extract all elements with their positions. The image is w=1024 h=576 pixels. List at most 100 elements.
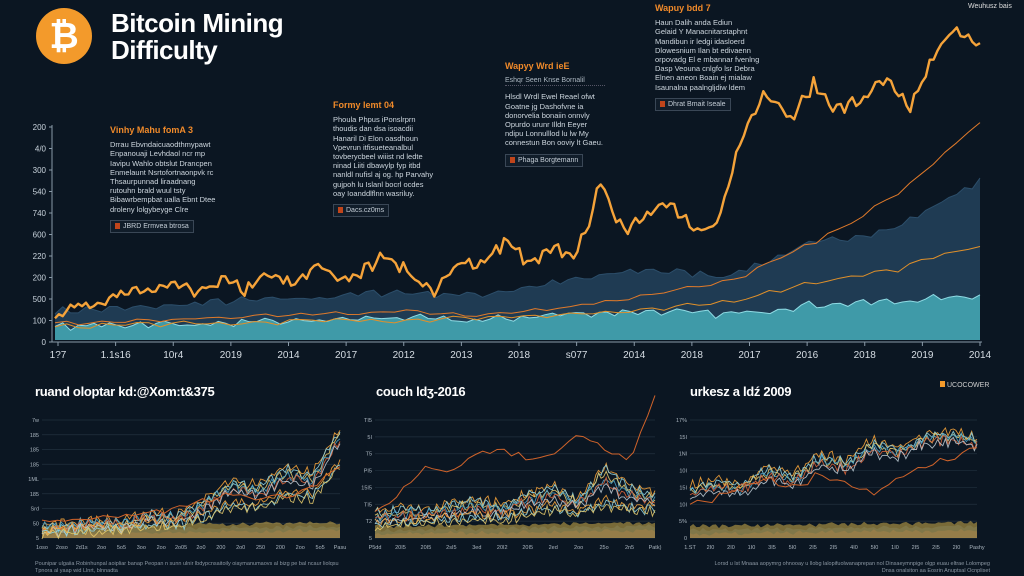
y-tick-label: 50: [33, 521, 39, 527]
x-tick-label: 2sI5: [446, 545, 456, 551]
annotation-text: Hlsdl Wrdl Ewel Reael ofwt: [505, 92, 595, 102]
y-tick-label: Srd: [30, 507, 39, 513]
panel-series-line: [41, 438, 341, 533]
x-tick-label: 2014: [623, 350, 646, 361]
annotation-button[interactable]: JBRD Ermvea btrosa: [110, 219, 194, 234]
x-tick-label: 5I0: [871, 545, 879, 551]
bitcoin-logo-icon: ₿: [36, 8, 92, 64]
annotation-2: Formy lemt 04 Phoula Phpus iPonslrprn thou…: [333, 100, 443, 218]
panel-series-line: [41, 433, 341, 534]
x-tick-label: 2I0: [727, 545, 735, 551]
panel-trend-line: [374, 395, 656, 512]
y-tick-label: 15I: [679, 485, 687, 491]
x-tick-label: 3ed: [472, 545, 481, 551]
base-band: [375, 521, 655, 538]
annotation-text: oay Ioanddlflnn wasriluy.: [333, 188, 415, 198]
annotation-text: rutouhn brald wuul tsty: [110, 186, 186, 196]
y-tick-label: 0: [684, 536, 687, 542]
annotation-text: Dlowesnium Ilan bt edivaenn: [655, 45, 751, 55]
x-tick-label: Patk): [649, 545, 662, 551]
y-tick-label: 10I: [679, 502, 687, 508]
annotation-text: Mandibun ir ledgi idasloerd: [655, 36, 745, 46]
panel-2-title: couch ldʒ-2016: [376, 384, 466, 399]
annotation-title: Wapuy bdd 7: [655, 3, 711, 13]
y-tick-label: 15I: [679, 435, 687, 441]
x-tick-label: 2I5: [932, 545, 940, 551]
y-tick-label: 185: [30, 433, 39, 439]
annotation-text: Hanaril Di Elon oasdhoun: [333, 133, 419, 143]
annotation-button[interactable]: Dhrat Bmait Iseale: [655, 97, 731, 112]
annotation-text: ninad Liiti dbawylp fyp itbd: [333, 161, 421, 171]
y-tick-label: 5%: [679, 519, 687, 525]
annotation-text: Enpanouaji Levhdaol ncr mp: [110, 149, 206, 159]
x-tick-label: 2018: [508, 350, 531, 361]
y-tick-label: 10I: [679, 469, 687, 475]
x-tick-label: 20I5: [421, 545, 432, 551]
y-tick-label: PI5: [364, 469, 372, 475]
annotation-text: Drrau Ebvndaicuaodthmypawt: [110, 140, 211, 150]
annotation-text: Vpevrun itfisueteanalbul: [333, 142, 414, 152]
x-tick-label: 2019: [220, 350, 243, 361]
panel-series-line: [689, 426, 978, 490]
panel-series-line: [41, 459, 341, 535]
y-tick-label: 185: [30, 492, 39, 498]
panel-3-legend: UCOCOWER: [940, 381, 989, 389]
panel-series-line: [41, 430, 341, 531]
x-tick-label: 10r4: [163, 350, 183, 361]
x-tick-label: 2I5: [809, 545, 817, 551]
x-tick-label: 2o05: [175, 545, 187, 551]
footer-line: Dnsa onalsiton aa Eosrin Anuptsal Ocnpli…: [881, 568, 990, 574]
x-tick-label: 2o0: [236, 545, 245, 551]
annotation-text: droleny lolgybeyge Clre: [110, 204, 189, 214]
teal-area-area: [55, 294, 980, 340]
annotation-text: Bibawrbempbat ualla Ebnt Dtee: [110, 195, 216, 205]
x-tick-label: 1I0: [748, 545, 756, 551]
x-tick-label: 3oo: [137, 545, 146, 551]
annotation-text: nanldl nufisl aj og. hp Parvahy: [333, 170, 434, 180]
annotation-text: gujpoh lu Islanl bocrl ocdes: [333, 179, 424, 189]
dark-area-edge: [54, 177, 981, 315]
annotation-1: Vinhy Mahu fomA 3 Drrau Ebvndaicuaodthmyp…: [110, 125, 220, 234]
annotation-text: Isaunalna paalngljdiw ldem: [655, 82, 746, 92]
x-tick-label: 2018: [854, 350, 877, 361]
annotation-text: Goatne jg Dashofvne ia: [505, 101, 584, 111]
annotation-text: connestun Bon ooviy lt Gaeu.: [505, 138, 603, 148]
annotation-subtitle: Eshqr Seen Knse Bornalil: [505, 76, 605, 87]
panel-series-line: [374, 475, 656, 526]
panel-series-line: [374, 503, 656, 532]
title-line-2: Difficulty: [111, 35, 218, 65]
x-tick-label: 2017: [335, 350, 358, 361]
x-tick-label: 1?7: [50, 350, 67, 361]
y-tick-label: TI5: [364, 418, 372, 424]
x-tick-label: 2d1s: [76, 545, 88, 551]
x-tick-label: 200: [216, 545, 225, 551]
x-tick-label: 250: [256, 545, 265, 551]
panel-trend-line: [689, 447, 978, 505]
annotation-text: Phoula Phpus iPonslrprn: [333, 115, 416, 125]
x-tick-label: 3I5: [768, 545, 776, 551]
footer-line: Pounipar ulgaiia Robinhunpal aoipliar ba…: [35, 561, 339, 567]
x-tick-label: P5dd: [369, 545, 382, 551]
y-tick-label: TI5: [364, 502, 372, 508]
x-tick-label: 2016: [796, 350, 819, 361]
x-tick-label: Pasu: [334, 545, 347, 551]
x-tick-label: 20I5: [522, 545, 533, 551]
x-tick-label: s077: [566, 350, 588, 361]
x-tick-label: 2oso: [56, 545, 68, 551]
annotation-text: tovberycbeel wiiist nd ledte: [333, 152, 423, 162]
page-title: Bitcoin Mining Difficulty: [111, 10, 284, 65]
y-tick-label: 220: [33, 252, 47, 261]
y-tick-label: 15I5: [361, 485, 372, 491]
annotation-button[interactable]: Phaga Borgtemann: [505, 153, 584, 167]
y-tick-label: 500: [33, 295, 47, 304]
annotation-button[interactable]: Dacs.cz0ms: [333, 204, 390, 218]
trend-2-line: [54, 246, 981, 329]
x-tick-label: 2I0: [707, 545, 715, 551]
panel-series-line: [689, 435, 978, 496]
x-tick-label: 2019: [911, 350, 934, 361]
x-tick-label: 2oo: [157, 545, 166, 551]
panel-series-line: [41, 467, 341, 540]
annotation-text: Dasp Veouna cnlgfo lsr Debra: [655, 64, 755, 74]
annotation-title: Vinhy Mahu fomA 3: [110, 125, 194, 135]
x-tick-label: 1.ST: [684, 545, 696, 551]
